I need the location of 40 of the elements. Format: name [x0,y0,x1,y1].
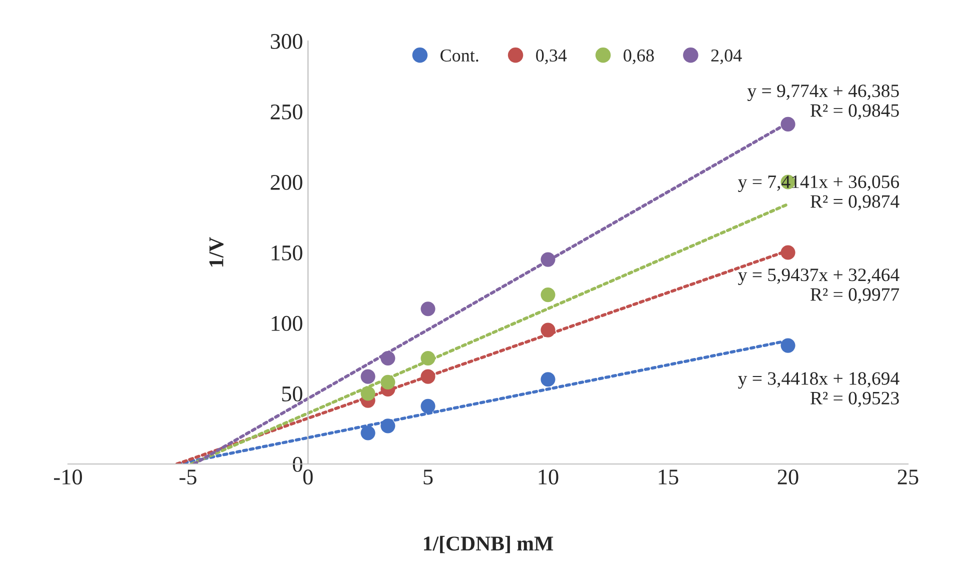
annotation: y = 9,774x + 46,385 R² = 0,9845 [747,84,899,120]
y-axis-title: 1/V [209,237,224,266]
point [380,374,396,390]
legend-label: 2,04 [711,49,742,64]
annotation: y = 3,4418x + 18,694 R² = 0,9523 [738,372,900,408]
point [360,369,376,384]
x-tick-label: 5 [424,470,433,484]
point [420,350,436,366]
y-tick-label: 250 [270,104,302,120]
point [420,369,436,384]
point [540,372,556,387]
legend-label: 0,68 [624,49,654,64]
point [780,116,796,132]
legend-label: 0,34 [536,49,567,64]
point [380,418,396,434]
x-tick-label: 10 [538,470,558,484]
y-tick-label: 300 [270,34,302,49]
point [780,245,796,260]
legend-label: Cont. [440,49,478,62]
x-tick-label: -10 [54,470,82,484]
point [540,252,556,267]
x-axis-title: 1/[CDNB] mM [424,536,554,554]
y-tick-label: 100 [272,316,302,331]
point [360,426,376,440]
point [540,288,556,302]
point [420,398,436,414]
x-tick-label: 25 [898,470,918,484]
point [540,322,556,338]
x-tick-label: 20 [778,470,798,484]
y-tick-label: 150 [272,245,302,260]
point [360,386,376,401]
annotation: y = 5,9437x + 32,464 R² = 0,9977 [738,268,900,304]
x-tick-label: 15 [658,470,678,484]
point [420,302,436,316]
point [380,350,396,366]
y-tick-label: 200 [270,174,302,190]
x-tick-label: -5 [180,470,196,484]
y-tick-label: 50 [282,386,302,402]
x-tick-label: 0 [303,470,313,484]
point [780,338,796,353]
